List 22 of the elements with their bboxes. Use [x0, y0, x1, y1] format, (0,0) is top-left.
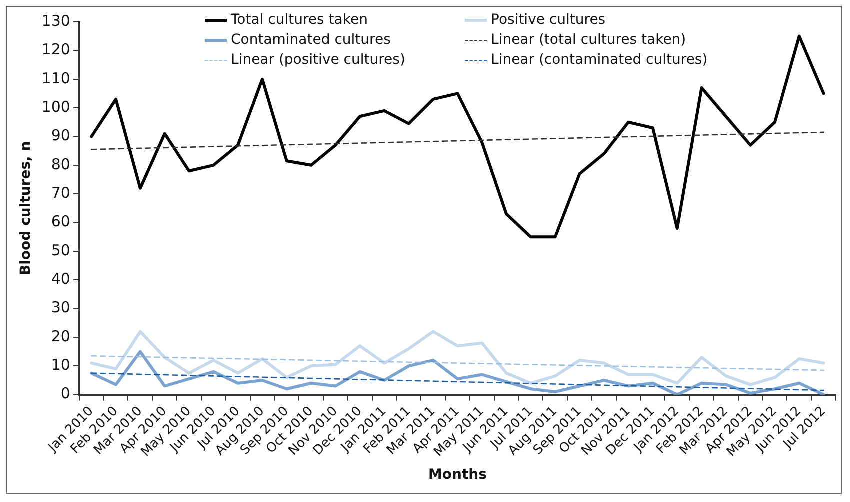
y-tick-label: 50	[51, 241, 70, 260]
y-tick-label: 0	[60, 384, 70, 403]
y-tick-label: 120	[42, 40, 70, 59]
y-tick-label: 60	[51, 212, 70, 231]
y-tick-label: 40	[51, 270, 70, 288]
y-tick-label: 30	[51, 298, 70, 317]
legend-label: Linear (total cultures taken)	[491, 32, 686, 48]
y-tick-label: 100	[42, 98, 70, 116]
y-tick-label: 90	[51, 126, 70, 145]
x-axis-title: Months	[428, 467, 487, 484]
y-tick-label: 80	[51, 155, 70, 174]
y-tick-label: 110	[42, 69, 70, 88]
legend-label: Total cultures taken	[231, 12, 368, 28]
y-tick-label: 70	[51, 184, 70, 202]
legend-label: Linear (positive cultures)	[231, 52, 406, 68]
y-tick-label: 10	[51, 356, 70, 374]
legend-label: Contaminated cultures	[231, 32, 391, 48]
legend-label: Positive cultures	[491, 12, 606, 28]
legend-label: Linear (contaminated cultures)	[491, 52, 708, 68]
y-tick-label: 20	[51, 327, 70, 346]
y-axis-title: Blood cultures, n	[18, 141, 34, 276]
y-tick-label: 130	[42, 12, 70, 30]
